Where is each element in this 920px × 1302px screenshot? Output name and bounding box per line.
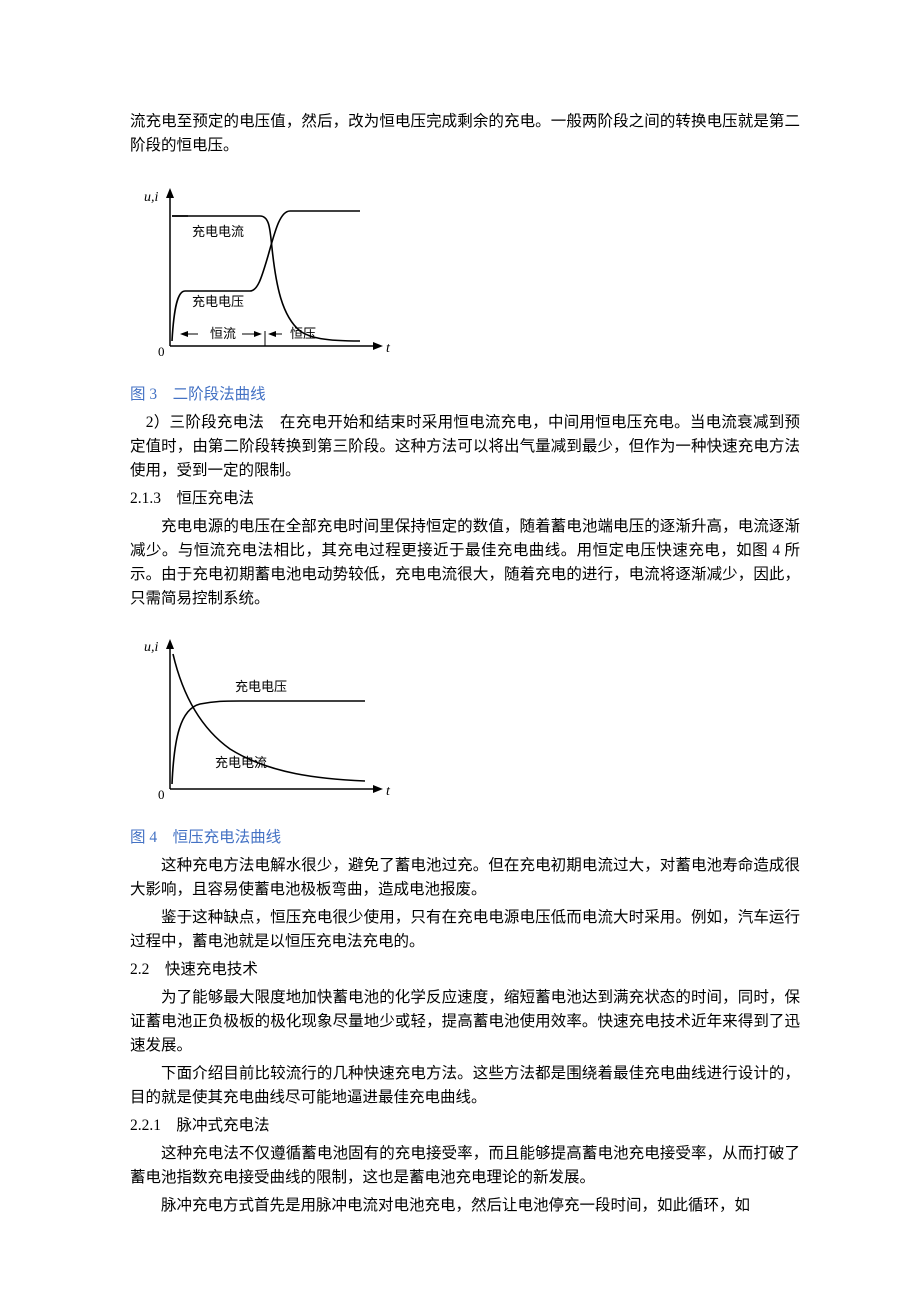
fig3-label-cc: 恒流: [210, 326, 236, 341]
figure-4-svg: u,i t 0 充电电压 充电电流: [130, 629, 400, 814]
fig3-xlabel: t: [386, 341, 391, 356]
top-paragraph: 流充电至预定的电压值，然后，改为恒电压完成剩余的充电。一般两阶段之间的转换电压就…: [130, 110, 800, 158]
para-after-fig4-a: 这种充电方法电解水很少，避免了蓄电池过充。但在充电初期电流过大，对蓄电池寿命造成…: [130, 854, 800, 902]
figure-3-caption: 图 3 二阶段法曲线: [130, 383, 800, 407]
para-after-fig4-b: 鉴于这种缺点，恒压充电很少使用，只有在充电电源电压低而电流大时采用。例如，汽车运…: [130, 906, 800, 954]
para-2-1-3: 充电电源的电压在全部充电时间里保持恒定的数值，随着蓄电池端电压的逐渐升高，电流逐…: [130, 515, 800, 611]
para-2-2-b: 下面介绍目前比较流行的几种快速充电方法。这些方法都是围绕着最佳充电曲线进行设计的…: [130, 1062, 800, 1110]
fig4-label-current: 充电电流: [215, 755, 267, 770]
fig4-origin: 0: [158, 787, 165, 802]
fig3-label-voltage: 充电电压: [192, 294, 244, 309]
figure-4-caption: 图 4 恒压充电法曲线: [130, 826, 800, 850]
figure-3: u,i t 0 充电电流 充电电压 恒流: [130, 176, 800, 379]
document-page: 流充电至预定的电压值，然后，改为恒电压完成剩余的充电。一般两阶段之间的转换电压就…: [0, 0, 920, 1282]
para-three-stage: 2）三阶段充电法 在充电开始和结束时采用恒电流充电，中间用恒电压充电。当电流衰减…: [130, 411, 800, 483]
fig3-label-cv: 恒压: [290, 326, 316, 341]
fig3-ylabel: u,i: [144, 190, 159, 205]
heading-2-2: 2.2 快速充电技术: [130, 958, 800, 982]
figure-4: u,i t 0 充电电压 充电电流: [130, 629, 800, 822]
para-2-2-1-a: 这种充电法不仅遵循蓄电池固有的充电接受率，而且能够提高蓄电池充电接受率，从而打破…: [130, 1142, 800, 1190]
heading-2-2-1: 2.2.1 脉冲式充电法: [130, 1114, 800, 1138]
fig4-xlabel: t: [386, 784, 391, 799]
para-2-2-a: 为了能够最大限度地加快蓄电池的化学反应速度，缩短蓄电池达到满充状态的时间，同时，…: [130, 986, 800, 1058]
fig4-label-voltage: 充电电压: [235, 679, 287, 694]
fig4-ylabel: u,i: [144, 640, 159, 655]
heading-2-1-3: 2.1.3 恒压充电法: [130, 487, 800, 511]
fig3-origin: 0: [158, 344, 165, 359]
fig3-label-current: 充电电流: [192, 224, 244, 239]
figure-3-svg: u,i t 0 充电电流 充电电压 恒流: [130, 176, 400, 371]
para-2-2-1-b: 脉冲充电方式首先是用脉冲电流对电池充电，然后让电池停充一段时间，如此循环，如: [130, 1194, 800, 1218]
